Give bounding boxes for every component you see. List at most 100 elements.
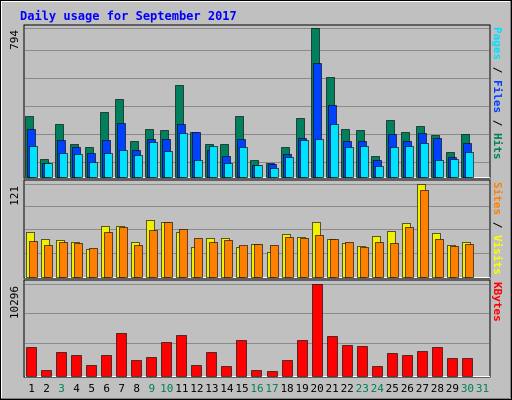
bar-kbytes-day-20 xyxy=(312,284,323,377)
x-tick-label: 3 xyxy=(58,382,65,395)
x-tick-label: 1 xyxy=(28,382,35,395)
bar-pages-day-8 xyxy=(134,155,143,178)
x-tick-label: 26 xyxy=(401,382,414,395)
bar-kbytes-day-8 xyxy=(131,360,142,377)
legend-hits-files-pages: Pages / Files / Hits xyxy=(491,27,504,160)
x-tick-label: 12 xyxy=(190,382,203,395)
bar-kbytes-day-3 xyxy=(56,352,67,377)
x-tick-label: 21 xyxy=(326,382,339,395)
bar-sites-day-13 xyxy=(209,242,218,278)
bar-sites-day-7 xyxy=(119,227,128,278)
chart-panel-hits-files-pages: 794 Pages / Files / Hits xyxy=(8,24,504,179)
bar-pages-day-6 xyxy=(104,153,113,178)
bar-pages-day-27 xyxy=(420,143,429,178)
x-tick-label: 5 xyxy=(88,382,95,395)
bar-kbytes-day-21 xyxy=(327,336,338,377)
bar-pages-day-9 xyxy=(149,142,158,178)
bar-pages-day-26 xyxy=(405,146,414,178)
bar-kbytes-day-1 xyxy=(26,347,37,377)
bar-pages-day-15 xyxy=(239,147,248,178)
x-tick-label: 24 xyxy=(371,382,385,395)
series-sites xyxy=(29,190,474,278)
bar-pages-day-25 xyxy=(390,147,399,178)
bar-sites-day-14 xyxy=(224,240,233,278)
bar-kbytes-day-9 xyxy=(146,357,157,377)
x-tick-label: 16 xyxy=(250,382,263,395)
x-tick-label: 7 xyxy=(118,382,125,395)
bar-sites-day-6 xyxy=(104,232,113,278)
bar-pages-day-29 xyxy=(450,159,459,178)
bar-kbytes-day-30 xyxy=(462,358,473,377)
x-tick-label: 6 xyxy=(103,382,110,395)
bar-pages-day-7 xyxy=(119,150,128,178)
bar-pages-day-18 xyxy=(285,157,294,178)
bar-pages-day-14 xyxy=(224,163,233,178)
legend-item: / xyxy=(491,60,504,80)
legend-item: Hits xyxy=(491,133,504,160)
bar-pages-day-21 xyxy=(330,124,339,178)
x-tick-label: 19 xyxy=(295,382,308,395)
bar-sites-day-23 xyxy=(360,247,369,278)
bar-sites-day-10 xyxy=(164,222,173,278)
x-tick-label: 17 xyxy=(265,382,278,395)
bar-kbytes-day-27 xyxy=(417,351,428,377)
bar-pages-day-30 xyxy=(465,152,474,178)
legend-item: / xyxy=(491,215,504,235)
bar-pages-day-11 xyxy=(179,133,188,178)
x-tick-label: 31 xyxy=(476,382,489,395)
bar-kbytes-day-26 xyxy=(402,355,413,377)
x-axis-day-labels: 1 2 3 4 5 6 7 8 9 10 11 12 13 14 15 16 17 18 19 20 21 22 23 24 2… xyxy=(28,382,489,395)
bar-sites-day-4 xyxy=(74,243,83,278)
bar-pages-day-10 xyxy=(164,151,173,178)
series-pages xyxy=(29,124,474,178)
chart-panel-visits-sites: 121 Sites / Visits xyxy=(8,179,504,279)
x-tick-label: 20 xyxy=(311,382,324,395)
bar-sites-day-18 xyxy=(285,237,294,278)
series-kbytes xyxy=(26,284,473,377)
x-tick-label: 29 xyxy=(446,382,459,395)
x-tick-label: 11 xyxy=(175,382,188,395)
bar-kbytes-day-13 xyxy=(206,352,217,377)
x-tick-label: 13 xyxy=(205,382,218,395)
bar-sites-day-25 xyxy=(390,243,399,278)
bar-kbytes-day-25 xyxy=(387,353,398,377)
x-tick-label: 14 xyxy=(220,382,234,395)
bar-kbytes-day-2 xyxy=(41,370,52,377)
legend-item: Sites xyxy=(491,182,504,215)
x-tick-label: 28 xyxy=(431,382,444,395)
bar-pages-day-23 xyxy=(360,146,369,178)
bar-pages-day-20 xyxy=(315,139,324,178)
bar-kbytes-day-7 xyxy=(116,333,127,377)
x-tick-label: 4 xyxy=(73,382,80,395)
bar-sites-day-17 xyxy=(270,245,279,278)
x-tick-label: 27 xyxy=(416,382,429,395)
x-tick-label: 18 xyxy=(280,382,293,395)
bar-sites-day-30 xyxy=(465,244,474,278)
bar-kbytes-day-28 xyxy=(432,347,443,377)
legend-item: / xyxy=(491,113,504,133)
bar-kbytes-day-24 xyxy=(372,366,383,377)
bar-pages-day-4 xyxy=(74,154,83,178)
bar-sites-day-5 xyxy=(89,248,98,278)
bar-sites-day-3 xyxy=(59,242,68,278)
x-tick-label: 9 xyxy=(148,382,155,395)
bar-sites-day-8 xyxy=(134,245,143,278)
legend-visits-sites: Sites / Visits xyxy=(491,182,504,275)
bar-sites-day-15 xyxy=(239,245,248,278)
bar-pages-day-13 xyxy=(209,146,218,178)
bar-sites-day-28 xyxy=(435,239,444,278)
bar-kbytes-day-4 xyxy=(71,355,82,377)
bar-kbytes-day-23 xyxy=(357,346,368,377)
bar-pages-day-24 xyxy=(375,166,384,178)
legend-item: Visits xyxy=(491,235,504,275)
legend-text: Sites / Visits xyxy=(491,182,504,275)
y-axis-max-label: 10296 xyxy=(8,286,21,319)
x-tick-label: 10 xyxy=(160,382,173,395)
bar-sites-day-27 xyxy=(420,190,429,278)
bar-sites-day-11 xyxy=(179,229,188,278)
bar-kbytes-day-17 xyxy=(267,371,278,377)
bar-pages-day-1 xyxy=(29,146,38,178)
chart-title: Daily usage for September 2017 xyxy=(20,9,237,23)
bar-pages-day-2 xyxy=(44,163,53,178)
